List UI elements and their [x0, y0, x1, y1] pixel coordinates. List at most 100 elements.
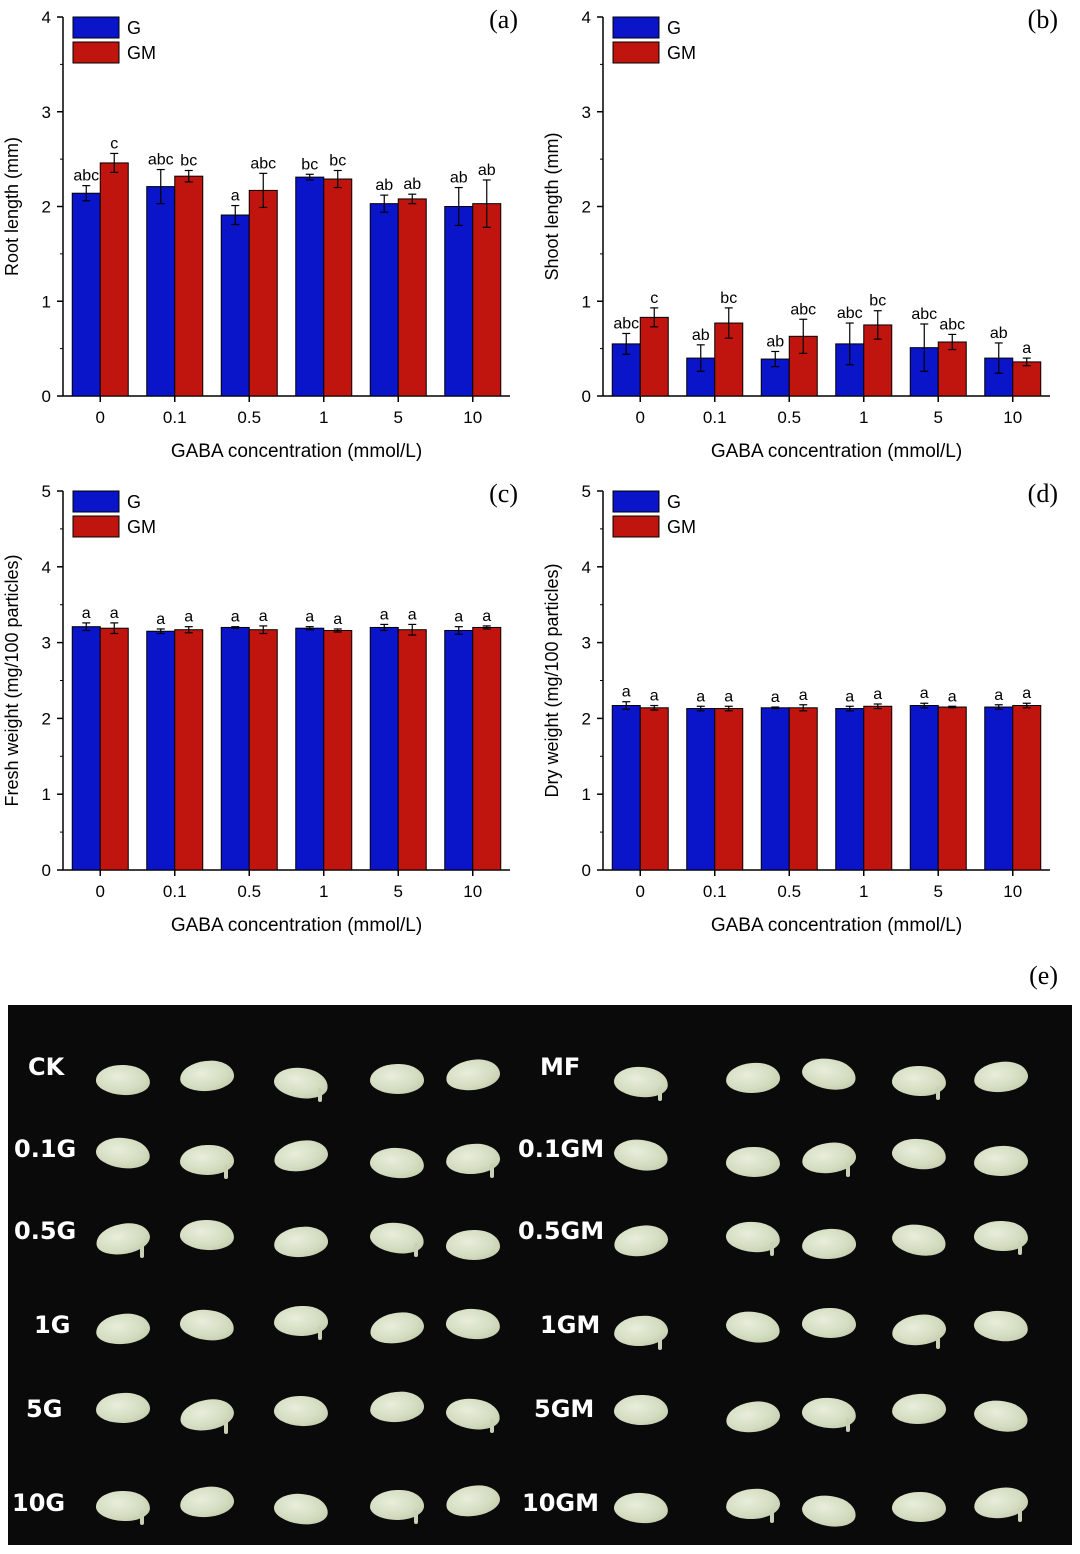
- chart-d-svg: 0 1 2 3 4 5 Dry weight (mg/100 particles) GABA …: [542, 479, 1058, 936]
- legend-label-gm: GM: [667, 517, 696, 537]
- bar-g: [909, 705, 939, 871]
- seed-image: [94, 1134, 152, 1172]
- x-tick-label: 5: [934, 882, 943, 901]
- sprout-image: [658, 1087, 662, 1101]
- legend-label-g: G: [667, 18, 681, 38]
- seed-image: [443, 1481, 503, 1521]
- bar-g: [984, 706, 1014, 871]
- significance-letter: a: [380, 606, 389, 623]
- legend-label-gm: GM: [127, 43, 156, 63]
- bar-g: [444, 629, 474, 871]
- legend-swatch-g: [72, 16, 120, 39]
- legend-label-gm: GM: [127, 517, 156, 537]
- seed-image: [179, 1218, 235, 1252]
- significance-letter: a: [948, 688, 957, 705]
- significance-letter: a: [622, 684, 631, 701]
- significance-letter: a: [333, 611, 342, 628]
- panel-label-e: (e): [1029, 961, 1058, 990]
- significance-letter: bc: [301, 156, 318, 173]
- x-tick-label: 0: [96, 882, 105, 901]
- x-tick-label: 5: [394, 882, 403, 901]
- y-tick-label: 2: [42, 198, 51, 217]
- bar-gm: [1012, 705, 1042, 871]
- significance-letter: a: [920, 685, 929, 702]
- x-tick-label: 0.5: [237, 408, 261, 427]
- bar-g: [611, 705, 641, 871]
- significance-letter: bc: [329, 152, 346, 169]
- bar-gm: [323, 178, 353, 397]
- y-tick-label: 1: [582, 292, 591, 311]
- sprout-image: [224, 1165, 228, 1179]
- seed-image: [273, 1394, 329, 1428]
- significance-letter: a: [771, 689, 780, 706]
- bar-g: [71, 626, 101, 871]
- x-tick-label: 5: [934, 408, 943, 427]
- seed-photo: CK 0.1G 0.5G 1G 5G 10G MF 0.1GM 0.5GM 1G…: [8, 1005, 1072, 1545]
- significance-letter: a: [482, 608, 491, 625]
- chart-panel-a: 0 1 2 3 4 Root length (mm) GABA concentration …: [0, 0, 540, 470]
- bar-gm: [639, 316, 669, 397]
- x-tick-label: 10: [463, 408, 482, 427]
- bar-gm: [937, 706, 967, 871]
- x-tick-label: 0: [636, 408, 645, 427]
- sprout-image: [414, 1243, 418, 1257]
- significance-letter: ab: [375, 177, 393, 194]
- seed-image: [725, 1061, 781, 1095]
- significance-letter: a: [873, 686, 882, 703]
- seed-image: [972, 1059, 1030, 1095]
- bar-g: [146, 630, 176, 871]
- bar-gm: [99, 627, 129, 871]
- seed-image: [444, 1056, 502, 1094]
- bar-g: [835, 708, 865, 871]
- y-tick-label: 4: [582, 558, 591, 577]
- legend-swatch-gm: [612, 41, 660, 64]
- sprout-image: [658, 1336, 662, 1350]
- significance-letter: abc: [837, 305, 863, 322]
- bar-g: [686, 708, 716, 871]
- significance-letter: a: [231, 188, 240, 205]
- y-tick-label: 4: [582, 8, 591, 27]
- panel-label: (b): [1028, 5, 1058, 34]
- significance-letter: a: [305, 609, 314, 626]
- x-tick-label: 1: [859, 408, 868, 427]
- significance-letter: a: [454, 609, 463, 626]
- bar-g: [220, 214, 250, 397]
- seed-image: [971, 1396, 1031, 1436]
- x-axis-label: GABA concentration (mmol/L): [171, 915, 422, 936]
- seed-image: [972, 1308, 1030, 1344]
- significance-letter: abc: [73, 168, 99, 185]
- seed-image: [799, 1054, 859, 1094]
- y-tick-label: 2: [582, 709, 591, 728]
- x-tick-label: 0.5: [237, 882, 261, 901]
- significance-letter: abc: [250, 155, 276, 172]
- seed-image: [891, 1491, 947, 1523]
- row-label-right: 0.1GM: [518, 1135, 605, 1163]
- seed-image: [370, 1064, 424, 1094]
- y-tick-label: 1: [42, 785, 51, 804]
- significance-letter: abc: [790, 301, 816, 318]
- y-tick-label: 5: [582, 482, 591, 501]
- x-tick-label: 5: [394, 408, 403, 427]
- y-tick-label: 5: [42, 482, 51, 501]
- sprout-image: [846, 1418, 850, 1432]
- seed-image: [723, 1307, 783, 1347]
- significance-letter: ab: [766, 333, 784, 350]
- row-label-right: 5GM: [534, 1395, 595, 1423]
- panel-label: (c): [489, 479, 518, 508]
- chart-c-svg: 0 1 2 3 4 5 Fresh weight (mg/100 particles) GAB…: [2, 479, 518, 936]
- sprout-image: [140, 1511, 144, 1525]
- panel-label: (d): [1028, 479, 1058, 508]
- significance-letter: a: [110, 605, 119, 622]
- chart-panel-d: 0 1 2 3 4 5 Dry weight (mg/100 particles) GABA …: [540, 474, 1080, 944]
- y-axis-label: Dry weight (mg/100 particles): [542, 563, 562, 797]
- bar-gm: [1012, 361, 1042, 397]
- bar-gm: [99, 162, 129, 397]
- row-label-left: 5G: [26, 1395, 63, 1423]
- seed-image: [889, 1220, 949, 1260]
- bar-gm: [788, 707, 818, 871]
- bar-g: [71, 192, 101, 397]
- x-tick-label: 0.1: [703, 882, 727, 901]
- row-label-left: 10G: [12, 1489, 66, 1517]
- significance-letter: a: [724, 688, 733, 705]
- x-tick-label: 0.5: [777, 408, 801, 427]
